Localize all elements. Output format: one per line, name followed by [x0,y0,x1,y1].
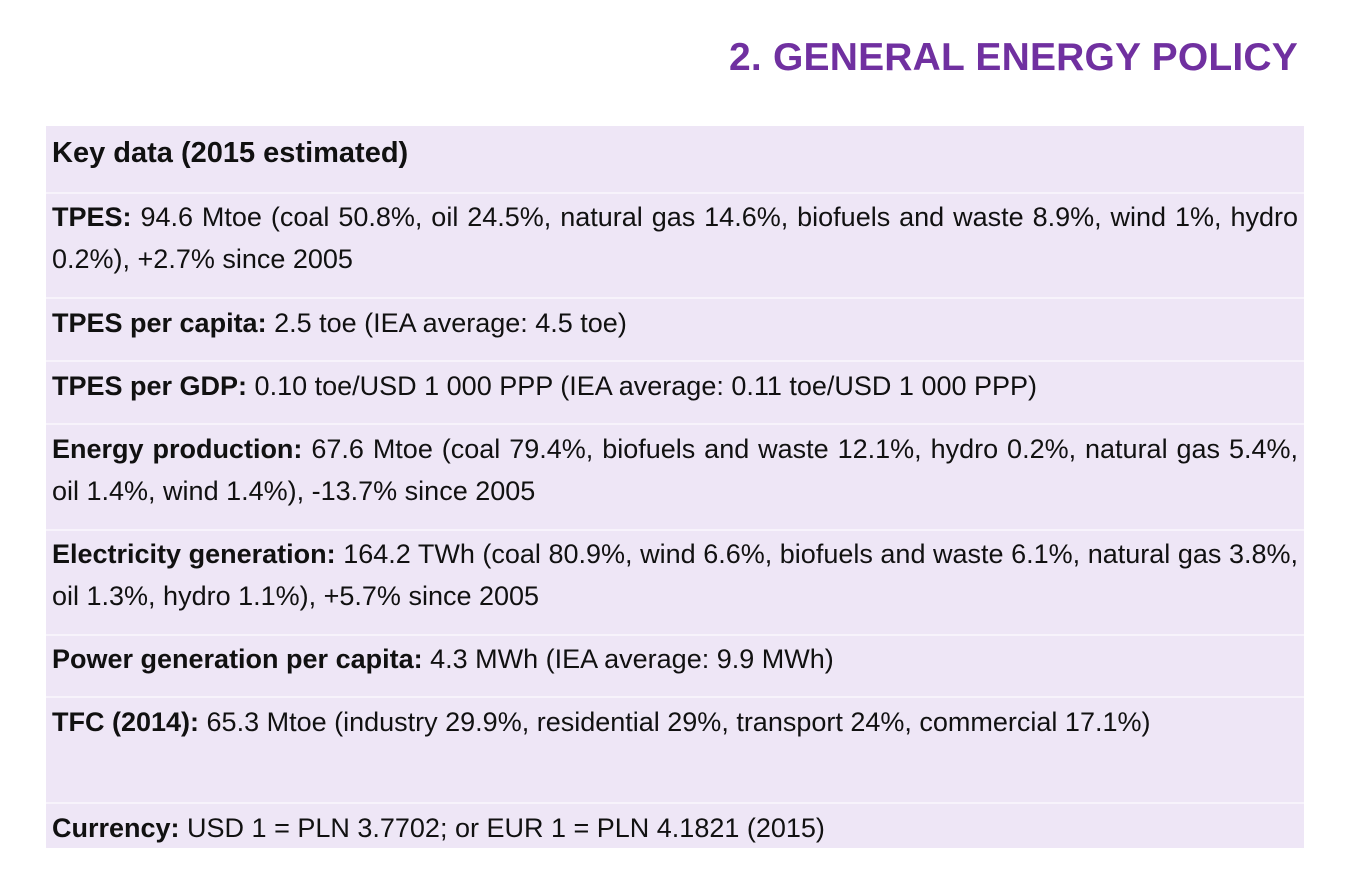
key-data-row-tpes-per-gdp: TPES per GDP: 0.10 toe/USD 1 000 PPP (IE… [52,365,1298,407]
row-label: TPES per GDP: [52,371,248,401]
row-divider [46,696,1304,698]
row-label: Power generation per capita: [52,644,423,674]
row-label: TPES: [52,202,132,232]
row-text: USD 1 = PLN 3.7702; or EUR 1 = PLN 4.182… [179,813,825,843]
row-label: Energy production: [52,434,303,464]
row-divider [46,529,1304,531]
key-data-row-tpes-per-capita: TPES per capita: 2.5 toe (IEA average: 4… [52,302,1298,344]
key-data-row-energy-production: Energy production: 67.6 Mtoe (coal 79.4%… [52,428,1298,512]
row-label: Currency: [52,813,180,843]
row-text: 0.10 toe/USD 1 000 PPP (IEA average: 0.1… [247,371,1038,401]
key-data-row-currency: Currency: USD 1 = PLN 3.7702; or EUR 1 =… [52,807,1298,849]
key-data-row-power-generation-per-capita: Power generation per capita: 4.3 MWh (IE… [52,638,1298,680]
row-divider [46,423,1304,425]
row-text: 2.5 toe (IEA average: 4.5 toe) [266,308,627,338]
row-divider [46,192,1304,194]
row-text: 94.6 Mtoe (coal 50.8%, oil 24.5%, natura… [52,202,1298,274]
row-text: 4.3 MWh (IEA average: 9.9 MWh) [422,644,834,674]
key-data-box: Key data (2015 estimated) TPES: 94.6 Mto… [46,126,1304,848]
row-divider [46,297,1304,299]
key-data-row-electricity-generation: Electricity generation: 164.2 TWh (coal … [52,533,1298,617]
key-data-row-tpes: TPES: 94.6 Mtoe (coal 50.8%, oil 24.5%, … [52,196,1298,280]
key-data-row-tfc: TFC (2014): 65.3 Mtoe (industry 29.9%, r… [52,701,1298,743]
row-text: 67.6 Mtoe (coal 79.4%, biofuels and wast… [52,434,1298,506]
row-text: 65.3 Mtoe (industry 29.9%, residential 2… [199,707,1151,737]
row-label: TPES per capita: [52,308,267,338]
row-divider [46,634,1304,636]
row-label: TFC (2014): [52,707,200,737]
row-text: 164.2 TWh (coal 80.9%, wind 6.6%, biofue… [52,539,1298,611]
row-label: Electricity generation: [52,539,336,569]
key-data-heading: Key data (2015 estimated) [52,137,409,169]
row-divider [46,360,1304,362]
row-divider [46,802,1304,804]
chapter-title: 2. GENERAL ENERGY POLICY [729,36,1298,79]
